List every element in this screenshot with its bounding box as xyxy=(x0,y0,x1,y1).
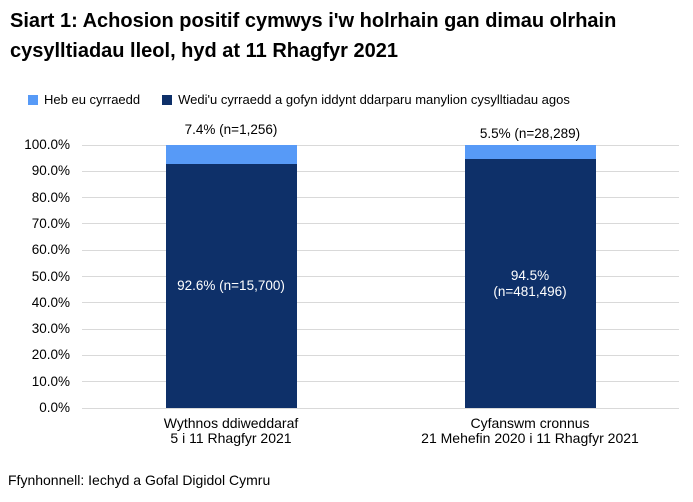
x-axis-label-1: Wythnos ddiweddaraf 5 i 11 Rhagfyr 2021 xyxy=(86,416,376,446)
gridline-100 xyxy=(82,144,679,146)
bar-2-segment-series-1 xyxy=(464,145,596,160)
bar-1: 92.6% (n=15,700) xyxy=(165,145,297,408)
legend-swatch-dark-blue-icon xyxy=(162,95,173,105)
gridline-60 xyxy=(82,249,679,251)
y-tick-label-100: 100.0% xyxy=(24,137,70,152)
plot-area: 92.6% (n=15,700) 94.5% (n=481,496) xyxy=(82,144,679,409)
x-axis-label-2: Cyfanswm cronnus 21 Mehefin 2020 i 11 Rha… xyxy=(385,416,675,446)
gridline-80 xyxy=(82,197,679,199)
bar-2-inside-label: 94.5% xyxy=(510,267,550,283)
y-tick-label-30: 30.0% xyxy=(31,321,70,337)
gridline-30 xyxy=(82,328,679,330)
gridline-90 xyxy=(82,170,679,172)
bar-2-segment-series-2: 94.5% (n=481,496) xyxy=(464,159,596,408)
legend-label: Heb eu cyrraedd xyxy=(44,92,141,107)
gridline-50 xyxy=(82,276,679,277)
bar-1-segment-series-1 xyxy=(165,145,297,165)
y-tick-label-50: 50.0% xyxy=(31,268,70,284)
gridline-0 xyxy=(82,407,679,409)
gridline-10 xyxy=(82,381,679,383)
bar-2-outside-label: 5.5% (n=28,289) xyxy=(479,126,581,141)
chart-legend: Heb eu cyrraedd Wedi'u cyrraedd a gofyn … xyxy=(28,92,570,108)
gridline-20 xyxy=(82,354,679,356)
y-tick-label-80: 80.0% xyxy=(31,189,70,205)
chart-title: Siart 1: Achosion positif cymwys i'w hol… xyxy=(10,10,617,62)
y-tick-label-0: 0.0% xyxy=(39,400,70,415)
gridline-40 xyxy=(82,302,679,304)
legend-item-wediu-cyrraedd: Wedi'u cyrraedd a gofyn iddynt ddarparu … xyxy=(162,92,570,108)
bar-1-segment-series-2: 92.6% (n=15,700) xyxy=(165,164,297,408)
bar-2-inside-label: (n=481,496) xyxy=(493,283,567,299)
bar-2: 94.5% (n=481,496) xyxy=(464,145,596,408)
gridline-70 xyxy=(82,223,679,225)
y-tick-label-40: 40.0% xyxy=(31,294,70,310)
bar-1-outside-label: 7.4% (n=1,256) xyxy=(184,122,278,137)
y-tick-label-90: 90.0% xyxy=(31,163,70,179)
x-axis-label-line: Cyfanswm cronnus xyxy=(470,415,590,431)
x-axis-label-line: 5 i 11 Rhagfyr 2021 xyxy=(170,430,292,446)
legend-item-heb-eu-cyrraedd: Heb eu cyrraedd xyxy=(28,92,140,108)
legend-label: Wedi'u cyrraedd a gofyn iddynt ddarparu … xyxy=(178,92,570,107)
y-tick-label-60: 60.0% xyxy=(31,242,70,258)
bar-1-inside-label: 92.6% (n=15,700) xyxy=(177,278,285,294)
x-axis-label-line: Wythnos ddiweddaraf xyxy=(163,415,299,431)
source-note: Ffynhonnell: Iechyd a Gofal Digidol Cymr… xyxy=(8,472,271,488)
x-axis-label-line: 21 Mehefin 2020 i 11 Rhagfyr 2021 xyxy=(421,430,639,446)
y-tick-label-10: 10.0% xyxy=(31,373,70,389)
legend-swatch-light-blue-icon xyxy=(28,95,38,105)
y-tick-label-20: 20.0% xyxy=(31,347,70,363)
y-tick-label-70: 70.0% xyxy=(31,215,70,231)
